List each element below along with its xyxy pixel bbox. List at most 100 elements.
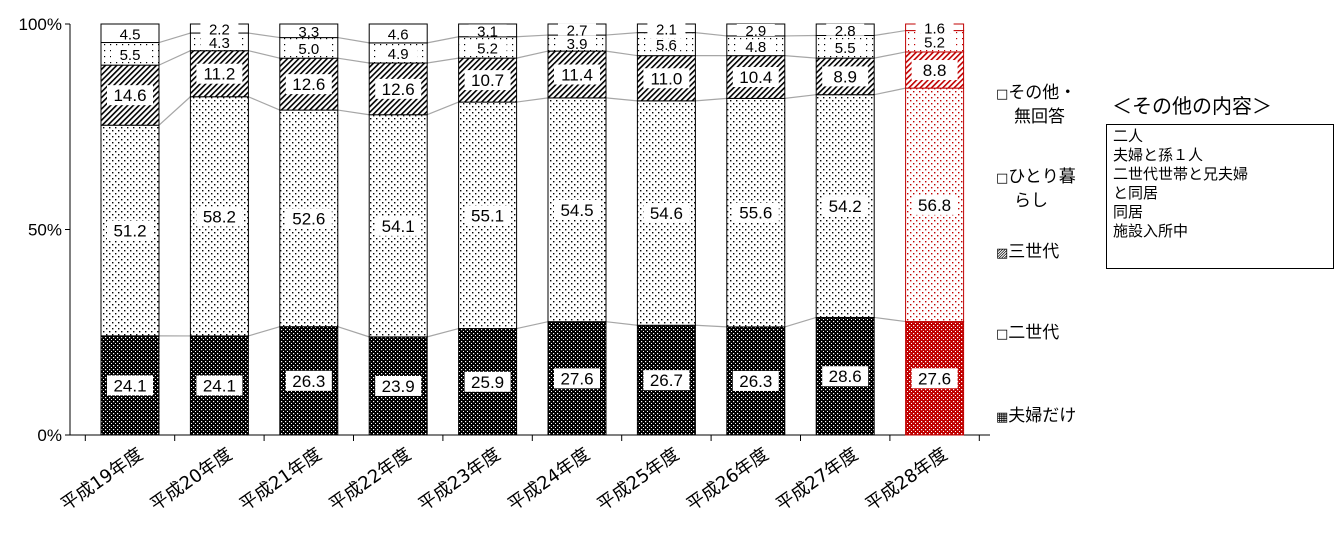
- series-connector-line: [874, 87, 906, 96]
- data-label-bg: [464, 70, 511, 91]
- data-label-bg: [200, 22, 239, 35]
- series-connector-line: [427, 327, 459, 338]
- legend-label: 夫婦だけ: [1008, 406, 1077, 426]
- data-label-bg: [107, 85, 153, 106]
- data-label: 26.7: [650, 371, 683, 390]
- data-label: 2.1: [656, 21, 677, 38]
- legend-label-cont: 無回答: [1014, 107, 1065, 127]
- data-label: 25.9: [471, 373, 504, 392]
- legend-label: その他・: [1008, 83, 1077, 103]
- data-label-bg: [643, 370, 690, 391]
- data-label-bg: [554, 368, 600, 389]
- data-label-bg: [554, 199, 600, 220]
- series-connector-line: [874, 51, 906, 59]
- series-connector-line: [426, 101, 459, 116]
- data-label-bg: [911, 194, 958, 215]
- series-connector-line: [248, 96, 281, 111]
- data-label: 12.6: [292, 75, 325, 94]
- series-connector-line: [784, 316, 817, 328]
- series-connector-line: [427, 36, 459, 44]
- data-label-bg: [826, 23, 865, 36]
- data-label-bg: [196, 206, 243, 227]
- series-connector-line: [516, 321, 549, 330]
- data-label-bg: [285, 74, 332, 95]
- data-label-bg: [822, 366, 869, 387]
- other-contents-box: 二人 夫婦と孫１人 二世代世帯と兄夫婦 と同居 同居 施設入所中: [1106, 124, 1334, 269]
- legend-item-two-gen: □二世代: [996, 322, 1059, 346]
- series-connector-line: [248, 326, 280, 337]
- data-label: 5.5: [835, 40, 856, 57]
- legend-swatch-icon: □: [996, 327, 1009, 342]
- y-tick-label: 0%: [37, 426, 62, 445]
- other-contents-line: 同居: [1113, 203, 1144, 221]
- series-connector-line: [874, 29, 906, 37]
- data-label: 12.6: [382, 80, 415, 99]
- data-label: 5.0: [298, 41, 319, 58]
- x-tick-label: 平成20年度: [146, 444, 236, 516]
- other-contents-line: 施設入所中: [1113, 222, 1189, 240]
- other-contents-line: 夫婦と孫１人: [1113, 146, 1204, 164]
- data-label: 5.2: [924, 34, 945, 51]
- data-label-bg: [107, 375, 153, 396]
- data-label: 27.6: [560, 369, 593, 388]
- legend-label-cont: らし: [1014, 191, 1048, 211]
- series-connector-line: [605, 50, 638, 57]
- series-connector-line: [516, 50, 549, 59]
- series-connector-line: [158, 96, 191, 126]
- series-connector-line: [784, 94, 817, 99]
- data-label-bg: [375, 215, 422, 236]
- data-label: 1.6: [924, 20, 945, 37]
- legend-item-alone: □ひとり暮 らし: [996, 166, 1076, 212]
- x-tick-label: 平成21年度: [236, 444, 326, 516]
- data-label-bg: [915, 35, 954, 48]
- series-connector-line: [516, 97, 549, 103]
- other-contents-title: ＜その他の内容＞: [1112, 94, 1272, 118]
- data-label-bg: [285, 208, 332, 229]
- data-label-bg: [468, 41, 507, 54]
- y-tick-label: 50%: [28, 221, 62, 240]
- data-label: 23.9: [382, 377, 415, 396]
- data-label-bg: [822, 196, 869, 217]
- data-label: 28.6: [829, 367, 862, 386]
- data-label: 10.4: [739, 68, 772, 87]
- data-label: 2.7: [567, 23, 588, 40]
- data-label-bg: [915, 21, 954, 34]
- data-label: 8.9: [833, 67, 857, 86]
- data-label-bg: [289, 24, 328, 37]
- data-label-bg: [643, 203, 690, 224]
- x-tick-label: 平成28年度: [862, 444, 952, 516]
- x-tick-label: 平成25年度: [593, 444, 683, 516]
- data-label: 8.8: [923, 61, 947, 80]
- data-label: 5.5: [120, 47, 141, 64]
- data-label-bg: [111, 47, 149, 60]
- series-connector-line: [248, 32, 280, 39]
- data-label-bg: [111, 27, 149, 40]
- data-label-bg: [736, 39, 775, 52]
- series-connector-line: [337, 57, 370, 64]
- data-label: 54.6: [650, 204, 683, 223]
- legend-label: 二世代: [1008, 323, 1060, 343]
- data-label-bg: [647, 38, 686, 51]
- data-label-bg: [732, 370, 779, 391]
- legend-item-three-gen: ▨三世代: [996, 241, 1059, 265]
- data-label-bg: [558, 23, 596, 36]
- data-label: 54.2: [829, 197, 862, 216]
- data-label-bg: [732, 67, 779, 88]
- data-label: 54.5: [560, 201, 593, 220]
- series-connector-line: [158, 50, 191, 66]
- data-label-bg: [643, 68, 690, 89]
- data-label-bg: [196, 63, 243, 84]
- x-tick-label: 平成23年度: [415, 444, 505, 516]
- series-connector-line: [605, 32, 638, 36]
- data-label: 4.3: [209, 35, 230, 52]
- x-tick-label: 平成19年度: [57, 444, 147, 516]
- data-label: 2.2: [209, 22, 230, 39]
- x-tick-label: 平成22年度: [325, 444, 415, 516]
- x-tick-label: 平成24年度: [504, 444, 594, 516]
- x-tick-label: 平成27年度: [772, 444, 862, 516]
- series-connector-line: [605, 321, 638, 326]
- data-label: 52.6: [292, 209, 325, 228]
- series-connector-line: [695, 324, 727, 328]
- data-label-bg: [375, 375, 422, 396]
